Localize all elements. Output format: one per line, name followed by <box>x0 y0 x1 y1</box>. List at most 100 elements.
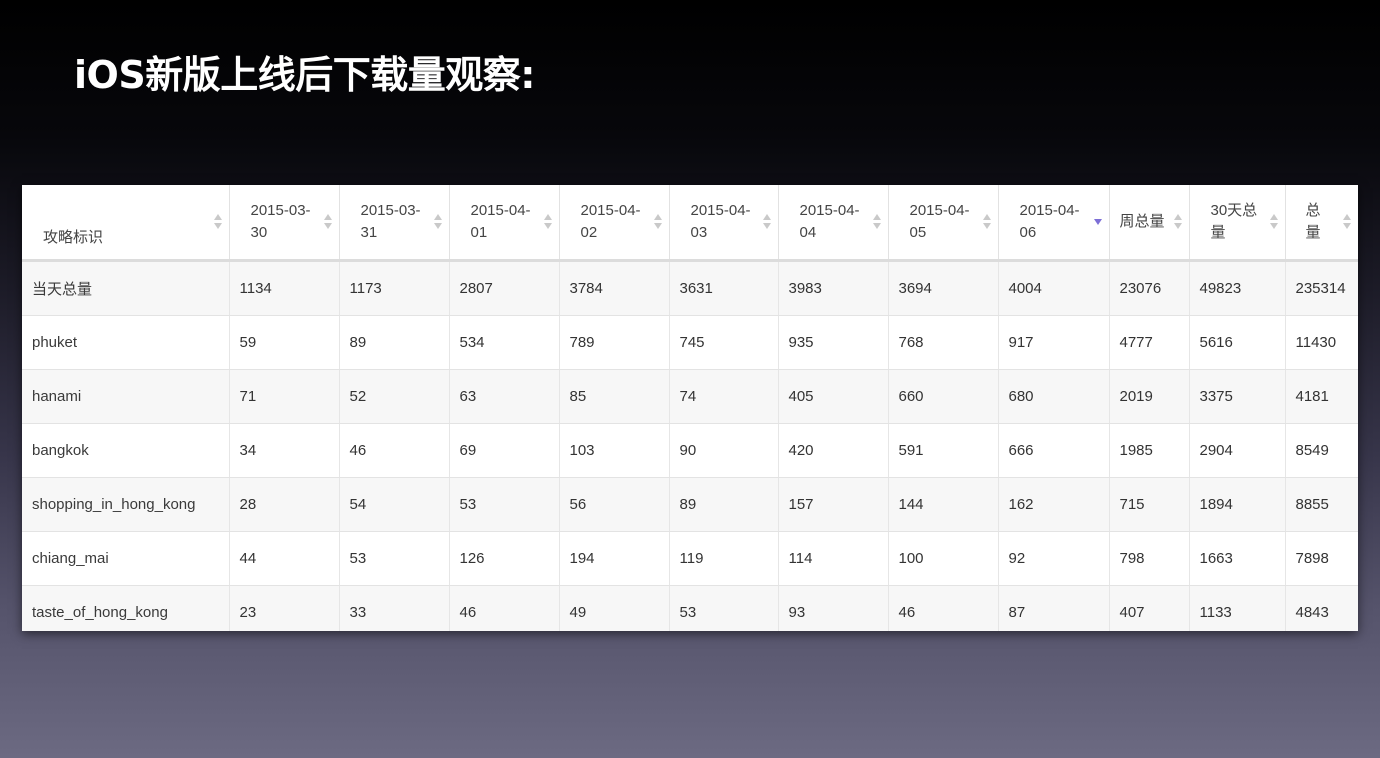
value-cell: 235314 <box>1285 260 1358 316</box>
column-header[interactable]: 2015-04-01 <box>449 185 560 262</box>
value-cell: 28 <box>229 477 340 532</box>
value-cell: 56 <box>559 477 670 532</box>
value-cell: 7898 <box>1285 531 1358 586</box>
column-header-label: 2015-04-04 <box>799 202 860 241</box>
value-cell: 745 <box>669 315 779 370</box>
column-header[interactable]: 2015-04-03 <box>669 185 779 262</box>
sort-icon[interactable] <box>982 213 992 231</box>
row-label-cell: bangkok <box>22 423 230 478</box>
column-header[interactable]: 2015-04-02 <box>559 185 670 262</box>
sort-descending-icon[interactable] <box>1093 213 1103 231</box>
column-header-label: 2015-03-31 <box>360 202 421 241</box>
column-header-label: 2015-04-06 <box>1019 202 1080 241</box>
column-header[interactable]: 30天总量 <box>1189 185 1286 262</box>
value-cell: 49823 <box>1189 260 1286 316</box>
value-cell: 3784 <box>559 260 670 316</box>
value-cell: 8549 <box>1285 423 1358 478</box>
sort-icon[interactable] <box>543 213 553 231</box>
value-cell: 8855 <box>1285 477 1358 532</box>
value-cell: 917 <box>998 315 1110 370</box>
column-header[interactable]: 2015-04-05 <box>888 185 999 262</box>
data-table-card: 攻略标识 2015-03-30 2015-03-31 2015-04-01 2015-0… <box>22 185 1358 631</box>
value-cell: 53 <box>449 477 560 532</box>
value-cell: 44 <box>229 531 340 586</box>
value-cell: 935 <box>778 315 889 370</box>
row-label-cell: 当天总量 <box>22 260 230 316</box>
value-cell: 46 <box>339 423 450 478</box>
value-cell: 4843 <box>1285 585 1358 631</box>
value-cell: 119 <box>669 531 779 586</box>
value-cell: 49 <box>559 585 670 631</box>
table-row: bangkok 34 46 69 103 90 420 591 666 1985 2904 8549 <box>22 423 1358 478</box>
value-cell: 53 <box>669 585 779 631</box>
value-cell: 74 <box>669 369 779 424</box>
value-cell: 1173 <box>339 260 450 316</box>
sort-icon[interactable] <box>433 213 443 231</box>
column-header[interactable]: 总量 <box>1285 185 1358 262</box>
value-cell: 591 <box>888 423 999 478</box>
table-row: hanami 71 52 63 85 74 405 660 680 2019 3375 4181 <box>22 369 1358 424</box>
value-cell: 103 <box>559 423 670 478</box>
value-cell: 89 <box>339 315 450 370</box>
value-cell: 144 <box>888 477 999 532</box>
column-header-label: 攻略标识 <box>43 229 104 246</box>
sort-icon[interactable] <box>1342 213 1352 231</box>
row-label-cell: phuket <box>22 315 230 370</box>
value-cell: 715 <box>1109 477 1190 532</box>
column-header[interactable]: 2015-03-30 <box>229 185 340 262</box>
sort-icon[interactable] <box>762 213 772 231</box>
column-header-label: 2015-04-03 <box>690 202 751 241</box>
table-row: taste_of_hong_kong 23 33 46 49 53 93 46 87 407 113… <box>22 585 1358 631</box>
value-cell: 666 <box>998 423 1110 478</box>
value-cell: 1134 <box>229 260 340 316</box>
value-cell: 1985 <box>1109 423 1190 478</box>
value-cell: 162 <box>998 477 1110 532</box>
sort-icon[interactable] <box>1269 213 1279 231</box>
value-cell: 11430 <box>1285 315 1358 370</box>
value-cell: 59 <box>229 315 340 370</box>
column-header-label: 周总量 <box>1119 213 1165 230</box>
value-cell: 407 <box>1109 585 1190 631</box>
table-body: 当天总量 1134 1173 2807 3784 3631 3983 3694 4004 2307… <box>22 260 1358 631</box>
value-cell: 92 <box>998 531 1110 586</box>
value-cell: 63 <box>449 369 560 424</box>
value-cell: 405 <box>778 369 889 424</box>
column-header[interactable]: 2015-04-04 <box>778 185 889 262</box>
value-cell: 157 <box>778 477 889 532</box>
value-cell: 23 <box>229 585 340 631</box>
value-cell: 71 <box>229 369 340 424</box>
row-label-cell: hanami <box>22 369 230 424</box>
value-cell: 5616 <box>1189 315 1286 370</box>
sort-icon[interactable] <box>213 213 223 231</box>
value-cell: 4777 <box>1109 315 1190 370</box>
value-cell: 680 <box>998 369 1110 424</box>
column-header-label: 2015-03-30 <box>250 202 311 241</box>
column-header[interactable]: 2015-03-31 <box>339 185 450 262</box>
value-cell: 89 <box>669 477 779 532</box>
value-cell: 660 <box>888 369 999 424</box>
value-cell: 46 <box>449 585 560 631</box>
sort-icon[interactable] <box>323 213 333 231</box>
table-row: shopping_in_hong_kong 28 54 53 56 89 157 144 162… <box>22 477 1358 532</box>
sort-icon[interactable] <box>653 213 663 231</box>
column-header[interactable]: 2015-04-06 <box>998 185 1110 262</box>
column-header-label: 30天总量 <box>1210 202 1258 241</box>
value-cell: 85 <box>559 369 670 424</box>
slide-title: iOS新版上线后下载量观察: <box>74 53 535 97</box>
value-cell: 2904 <box>1189 423 1286 478</box>
value-cell: 420 <box>778 423 889 478</box>
column-header[interactable]: 攻略标识 <box>22 185 230 262</box>
value-cell: 52 <box>339 369 450 424</box>
table-row: 当天总量 1134 1173 2807 3784 3631 3983 3694 4004 2307… <box>22 260 1358 316</box>
sort-icon[interactable] <box>1173 213 1183 231</box>
value-cell: 100 <box>888 531 999 586</box>
downloads-table: 攻略标识 2015-03-30 2015-03-31 2015-04-01 2015-0… <box>22 185 1358 631</box>
value-cell: 34 <box>229 423 340 478</box>
value-cell: 534 <box>449 315 560 370</box>
row-label-cell: shopping_in_hong_kong <box>22 477 230 532</box>
sort-icon[interactable] <box>872 213 882 231</box>
column-header[interactable]: 周总量 <box>1109 185 1190 262</box>
value-cell: 33 <box>339 585 450 631</box>
value-cell: 1133 <box>1189 585 1286 631</box>
value-cell: 54 <box>339 477 450 532</box>
